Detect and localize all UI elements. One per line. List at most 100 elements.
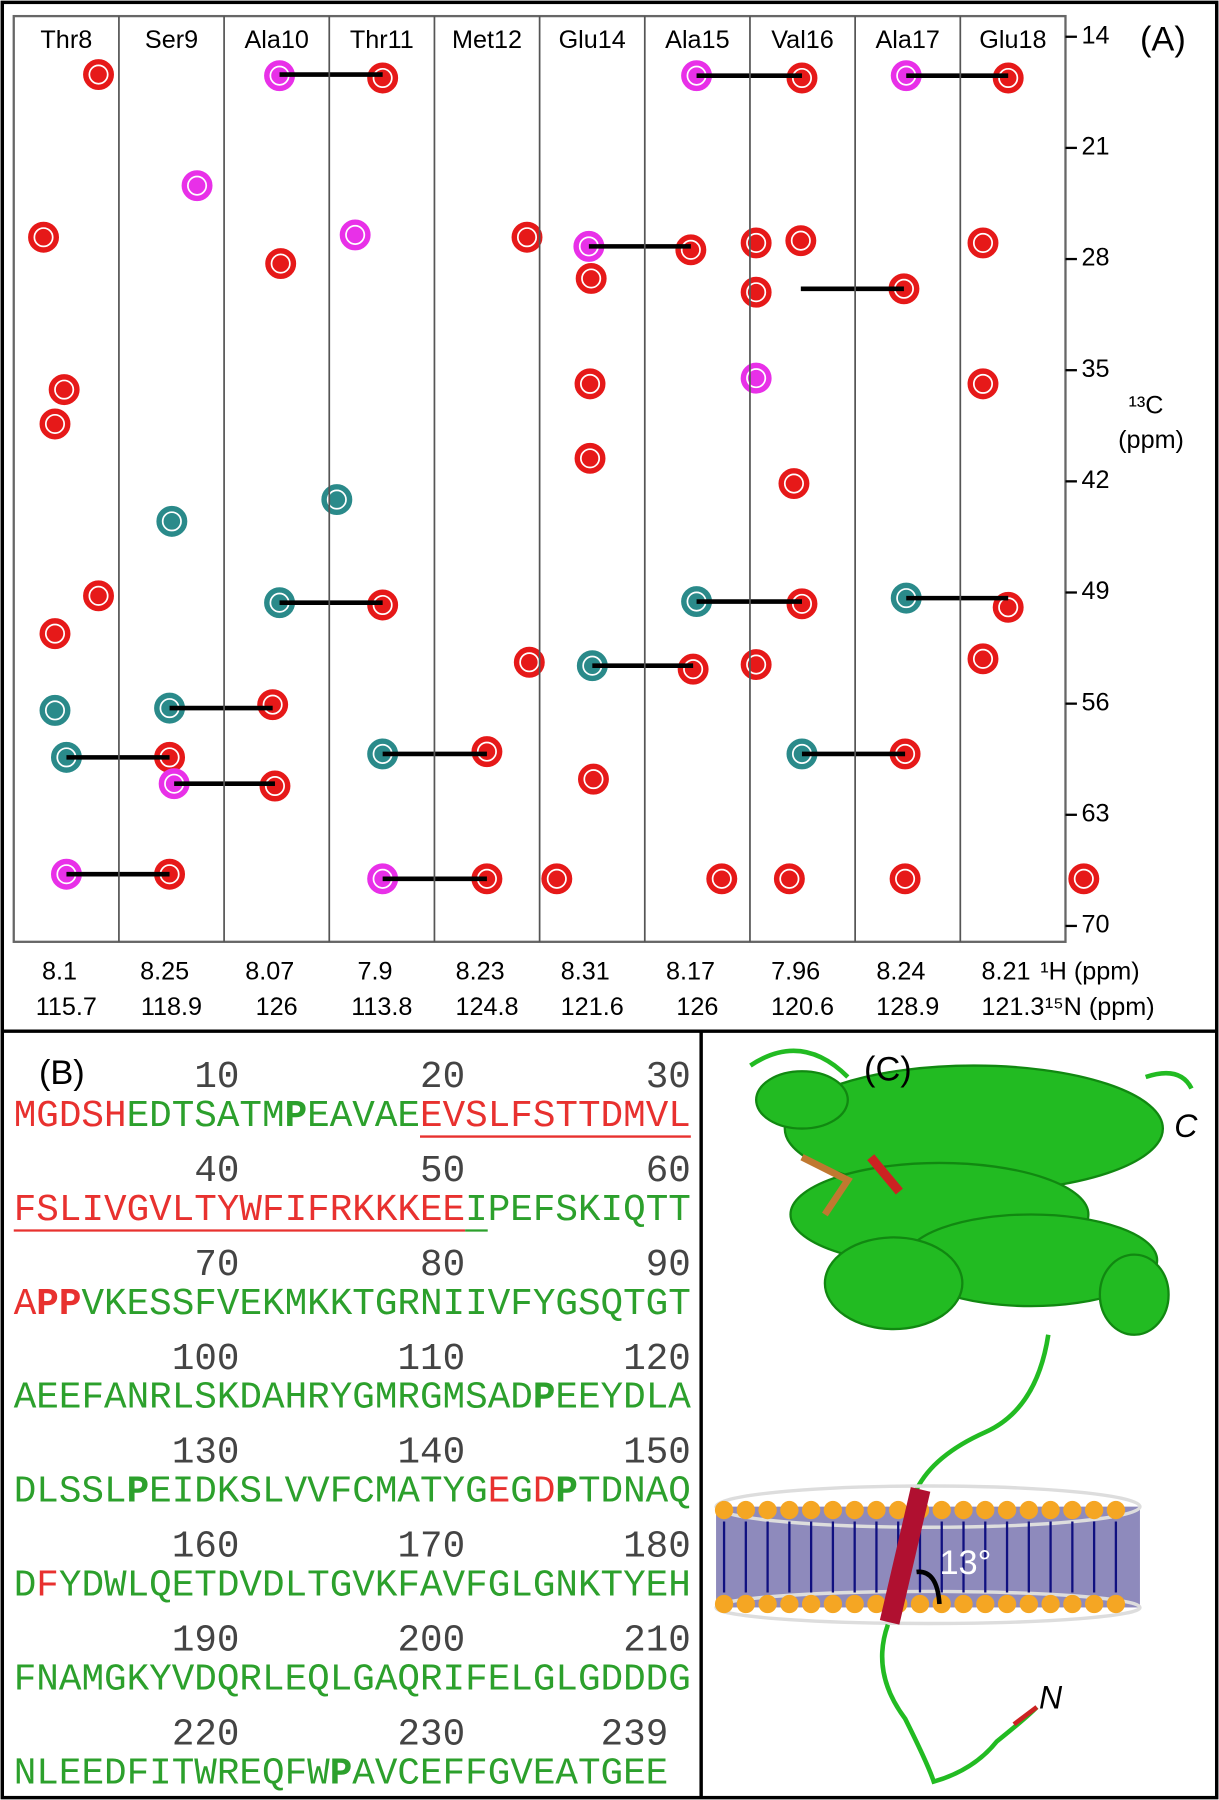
lipid-head	[823, 1500, 843, 1520]
h-shift: 8.21	[982, 957, 1031, 985]
sequence-segment: D	[533, 1472, 556, 1514]
sequence-segment: MGDSH	[14, 1096, 127, 1138]
peak	[339, 219, 371, 251]
n-shift: 121.3	[981, 993, 1044, 1021]
n-shift: 124.8	[456, 993, 519, 1021]
h-shift: 8.1	[42, 957, 77, 985]
strip-label: Glu14	[559, 26, 626, 54]
lipid-head	[823, 1594, 843, 1614]
strip-label: Glu18	[979, 26, 1046, 54]
peak-contour	[1073, 868, 1094, 889]
y-tick-label: 56	[1082, 688, 1110, 716]
peak-contour	[372, 67, 393, 89]
h-shift: 8.07	[245, 957, 294, 985]
n-shift: 126	[256, 993, 298, 1021]
structure	[714, 1048, 1194, 1785]
lipid-head	[889, 1500, 908, 1520]
lipid-head	[910, 1594, 930, 1614]
peak	[181, 170, 213, 202]
peak-contour	[44, 623, 66, 644]
y-tick-label: 14	[1082, 21, 1110, 49]
sequence-segment: EAVAE	[307, 1096, 420, 1138]
peak	[778, 468, 810, 500]
y-tick-label: 42	[1082, 466, 1110, 494]
strip-label: Met12	[452, 26, 522, 54]
peak	[574, 368, 606, 400]
n-shift: 128.9	[876, 993, 939, 1021]
residue-number: 110	[398, 1339, 466, 1381]
peak-contour	[746, 232, 767, 253]
sequence-segment: AEEFANRLSKDAHRYGMRGMSAD	[14, 1378, 533, 1420]
lipid-head	[736, 1594, 756, 1614]
sequence-segment: D	[14, 1566, 37, 1608]
lipid-head	[845, 1500, 864, 1520]
peak-contour	[88, 585, 109, 606]
residue-number: 210	[623, 1621, 691, 1663]
lipid-head	[1063, 1594, 1082, 1614]
peak-contour	[546, 868, 567, 889]
peak	[541, 863, 573, 895]
residue-number: 60	[646, 1151, 691, 1193]
sequence-segment: P	[127, 1472, 150, 1514]
sequence-segment: G	[510, 1472, 533, 1514]
peak-contour	[779, 868, 800, 889]
peak-contour	[972, 232, 994, 253]
sequence-segment: I	[465, 1190, 488, 1232]
peak-contour	[579, 373, 601, 394]
residue-number: 30	[646, 1057, 691, 1099]
peak	[773, 863, 805, 895]
lipid-head	[976, 1594, 995, 1614]
h-shift: 8.31	[561, 957, 610, 985]
residue-number: 239	[601, 1715, 669, 1757]
residue-number: 70	[194, 1245, 239, 1287]
y-tick-label: 70	[1082, 911, 1110, 939]
n-shift: 115.7	[36, 993, 97, 1021]
h-shift: 8.24	[876, 957, 925, 985]
residue-number: 130	[172, 1433, 240, 1475]
peak	[740, 276, 772, 308]
lipid-head	[997, 1594, 1017, 1614]
peak-contour	[262, 694, 283, 715]
sequence-segment: P	[533, 1378, 556, 1420]
lipid-head	[867, 1594, 886, 1614]
residue-number: 10	[194, 1057, 239, 1099]
peak-contour	[746, 282, 767, 303]
peak-contour	[895, 868, 916, 889]
strip-label: Thr8	[40, 26, 92, 54]
lipid-head	[954, 1594, 973, 1614]
residue-number: 200	[398, 1621, 466, 1663]
peak-contour	[161, 511, 182, 532]
strip-label: Ala15	[665, 26, 729, 54]
residue-number: 220	[172, 1715, 240, 1757]
sequence-segment: EVSLFSTTDMVL	[420, 1096, 691, 1138]
peak-contour	[746, 654, 767, 675]
lipid-head	[1084, 1594, 1104, 1614]
residue-number: 190	[172, 1621, 240, 1663]
peak	[577, 763, 609, 795]
peak-contour	[711, 868, 732, 889]
sequence-segment: F	[36, 1566, 59, 1608]
peak	[675, 234, 707, 266]
panel-label: (B)	[39, 1054, 85, 1092]
sequence-segment: E	[488, 1472, 511, 1514]
sequence-segment: PP	[36, 1284, 81, 1326]
peak-contour	[746, 368, 767, 389]
sequence-segment: FNAMGKYVDQRLEQLGAQRIFELGLGDDDG	[14, 1660, 691, 1702]
peak-contour	[972, 648, 994, 669]
peak	[967, 643, 999, 675]
lipid-head	[736, 1500, 756, 1520]
strip-label: Ser9	[145, 26, 198, 54]
sequence-segment: TDNAQ	[578, 1472, 691, 1514]
h-shift: 7.96	[771, 957, 820, 985]
n-terminus: N	[1039, 1680, 1063, 1716]
peak	[83, 59, 114, 91]
lipid-head	[867, 1500, 886, 1520]
peak-contour	[187, 175, 208, 196]
peak-contour	[783, 473, 804, 494]
residue-number: 100	[172, 1339, 240, 1381]
sequence-segment: VKESSFVEKMKKTGRNIIVFYGSQTGT	[81, 1284, 690, 1326]
strip-label: Val16	[771, 26, 834, 54]
n-unit: ¹⁵N (ppm)	[1045, 993, 1155, 1021]
residue-number: 150	[623, 1433, 691, 1475]
